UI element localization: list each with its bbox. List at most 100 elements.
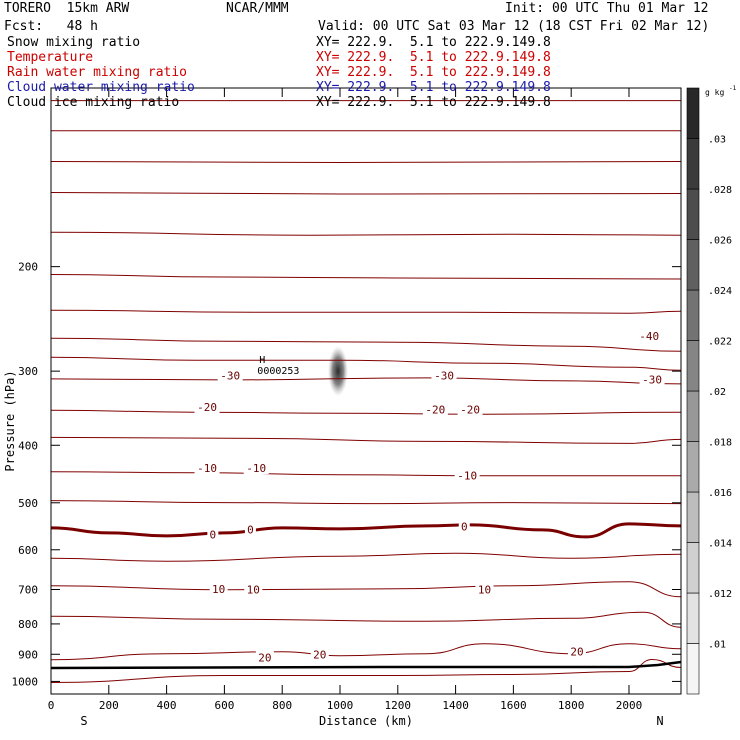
contour-label: 20: [313, 648, 326, 661]
x-tick-label: 800: [272, 699, 292, 712]
colorbar-tick-label: .01: [708, 640, 726, 651]
y-tick-label: 800: [18, 618, 38, 631]
field-coordinates: XY= 222.9. 5.1 to 222.9.149.8: [316, 80, 551, 95]
field-label: Snow mixing ratio: [7, 35, 141, 50]
field-label: Cloud water mixing ratio: [7, 80, 195, 95]
y-tick-label: 500: [18, 497, 38, 510]
contour-label-bg: [217, 368, 243, 382]
contour-label: 20: [258, 652, 271, 665]
contour-label: 10: [212, 583, 225, 596]
north-label: N: [656, 714, 663, 728]
colorbar-box: [686, 87, 700, 139]
high-marker-symbol: H: [259, 355, 265, 366]
temperature-contour: [50, 274, 682, 280]
colorbar-box: [686, 340, 700, 392]
colorbar-tick-label: .02: [708, 387, 726, 398]
x-tick-label: 1600: [500, 699, 527, 712]
y-axis-title: Pressure (hPa): [3, 370, 17, 471]
colorbar-tick-label: .024: [708, 286, 732, 297]
x-tick-label: 1800: [558, 699, 585, 712]
temperature-contour: [50, 611, 682, 628]
x-tick-label: 600: [214, 699, 234, 712]
colorbar-box: [686, 289, 700, 341]
field-coordinates: XY= 222.9. 5.1 to 222.9.149.8: [316, 95, 551, 110]
temperature-contour: [50, 337, 682, 352]
temperature-contour: [50, 581, 682, 598]
y-tick-label: 700: [18, 584, 38, 597]
x-tick-label: 1000: [327, 699, 354, 712]
contour-label: -20: [197, 401, 217, 414]
init-time: Init: 00 UTC Thu 01 Mar 12: [505, 1, 709, 16]
valid-time: Valid: 00 UTC Sat 03 Mar 12 (18 CST Fri …: [318, 19, 710, 34]
contour-label: 0: [461, 520, 468, 533]
contour-label: -20: [425, 403, 445, 416]
field-coordinates: XY= 222.9. 5.1 to 222.9.149.8: [316, 35, 551, 50]
colorbar-tick-label: .016: [708, 488, 732, 499]
contour-label: 20: [570, 645, 583, 658]
temperature-contour: [50, 500, 682, 505]
colorbar-tick-label: .026: [708, 236, 732, 247]
field-coordinates: XY= 222.9. 5.1 to 222.9.149.8: [316, 50, 551, 65]
temperature-contour: [50, 231, 682, 236]
field-label: Temperature: [7, 50, 94, 65]
contour-label-bg: [255, 650, 274, 664]
temperature-contour: [50, 161, 682, 164]
contour-label: 10: [478, 584, 491, 597]
x-tick-label: 1200: [385, 699, 412, 712]
colorbar-box: [686, 239, 700, 291]
contour-label-bg: [194, 461, 220, 475]
contour-label-bg: [244, 582, 263, 596]
plot-frame: [50, 87, 682, 695]
colorbar-tick-label: .03: [708, 135, 726, 146]
y-tick-label: 900: [18, 648, 38, 661]
contour-label-bg: [475, 582, 494, 596]
contour-label: 10: [247, 584, 260, 597]
colorbar-box: [686, 643, 700, 695]
colorbar-unit: g kg: [705, 88, 724, 97]
freezing-level-contour: [50, 522, 682, 539]
y-tick-label: 200: [18, 261, 38, 274]
contour-label: -30: [434, 369, 454, 382]
temperature-contour: [50, 309, 682, 314]
contour-label: 0: [210, 529, 217, 542]
temperature-contour: [50, 643, 682, 661]
colorbar-box: [686, 592, 700, 644]
temperature-contour: [50, 471, 681, 477]
y-tick-label: 600: [18, 544, 38, 557]
temperature-contour: [50, 552, 682, 562]
contour-label-bg: [639, 372, 665, 386]
contour-label-bg: [457, 402, 483, 416]
temperature-contour: [50, 377, 682, 385]
field-label: Cloud ice mixing ratio: [7, 95, 180, 110]
colorbar-box: [686, 390, 700, 442]
contour-label: -10: [457, 470, 477, 483]
y-tick-label: 300: [18, 365, 38, 378]
contour-label-bg: [194, 400, 220, 414]
x-tick-label: 400: [157, 699, 177, 712]
model-title: TORERO 15km ARW: [4, 1, 130, 16]
south-label: S: [80, 714, 87, 728]
contour-label-bg: [431, 368, 457, 382]
y-tick-label: 400: [18, 439, 38, 452]
colorbar-tick-label: .022: [708, 337, 732, 348]
high-marker-value: 0000253: [257, 366, 299, 377]
colorbar-tick-label: .018: [708, 438, 732, 449]
contour-label: -30: [220, 369, 240, 382]
contour-label-bg: [636, 329, 662, 343]
colorbar-tick-label: .028: [708, 185, 732, 196]
temperature-contour: [50, 192, 682, 195]
y-tick-label: 1000: [12, 675, 39, 688]
contour-label-bg: [458, 519, 470, 533]
contour-label-bg: [567, 644, 586, 658]
ground-line: [50, 660, 682, 670]
colorbar-box: [686, 441, 700, 493]
snow-maximum: [327, 346, 348, 397]
x-tick-label: 200: [99, 699, 119, 712]
contour-label: 0: [247, 524, 254, 537]
contour-label: -10: [197, 462, 217, 475]
x-tick-label: 2000: [616, 699, 643, 712]
colorbar-tick-label: .012: [708, 589, 732, 600]
temperature-contour: [50, 658, 682, 683]
contour-label-bg: [422, 402, 448, 416]
